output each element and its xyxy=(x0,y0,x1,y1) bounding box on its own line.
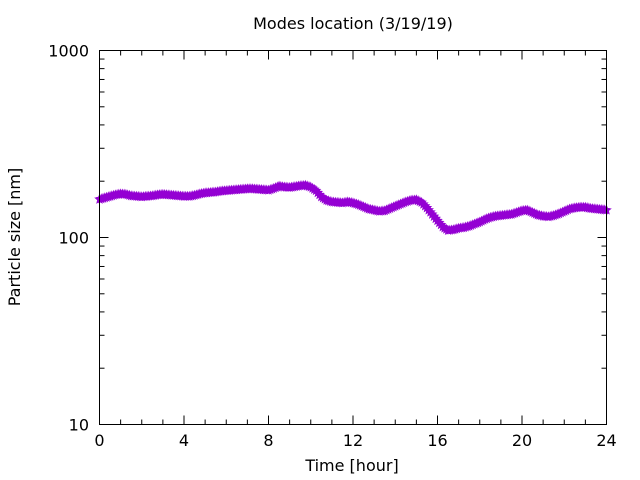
x-tick-label: 16 xyxy=(427,431,447,450)
y-axis-label: Particle size [nm] xyxy=(5,168,24,307)
x-tick-label: 24 xyxy=(596,431,616,450)
y-tick-label: 1000 xyxy=(48,42,89,61)
y-tick-label: 100 xyxy=(58,229,89,248)
x-tick-label: 12 xyxy=(343,431,363,450)
plot-frame xyxy=(99,50,607,425)
x-axis-label: Time [hour] xyxy=(304,456,398,475)
x-tick-label: 4 xyxy=(179,431,189,450)
x-tick-label: 0 xyxy=(94,431,104,450)
x-tick-label: 20 xyxy=(512,431,532,450)
data-series xyxy=(94,179,612,236)
axis-ticks xyxy=(99,50,607,425)
x-tick-label: 8 xyxy=(263,431,273,450)
chart-title: Modes location (3/19/19) xyxy=(253,14,453,33)
axis-tick-labels: 0 4 8 12 16 20 24 10 100 1000 xyxy=(48,42,616,451)
y-tick-label: 10 xyxy=(69,416,89,435)
